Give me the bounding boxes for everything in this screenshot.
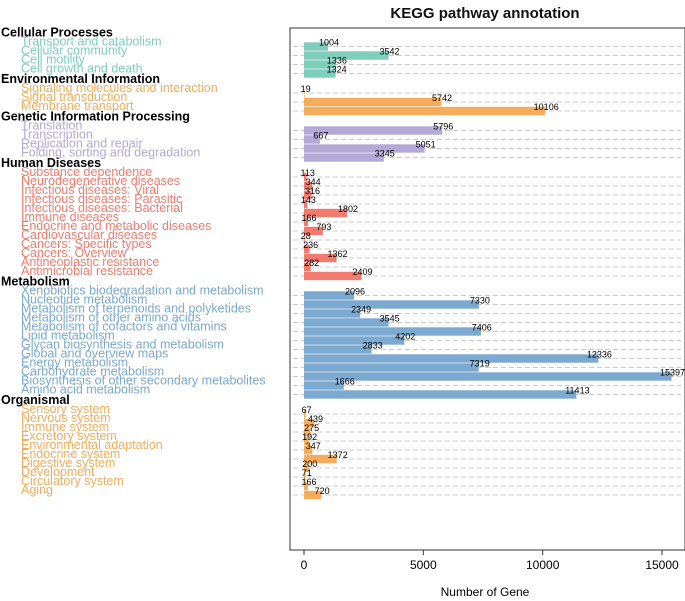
bar-folding-sorting-and-degradation xyxy=(304,153,384,161)
value-label-lipid-metabolism: 4202 xyxy=(395,332,415,342)
value-label-amino-acid-metabolism: 11413 xyxy=(565,386,589,396)
bar-metabolism-of-cofactors-and-vitamins xyxy=(304,327,481,335)
value-label-infectious-diseases-bacterial: 1802 xyxy=(338,204,358,214)
value-label-carbohydrate-metabolism: 15397 xyxy=(660,368,685,378)
value-label-energy-metabolism: 7319 xyxy=(470,359,490,369)
x-tick-label: 10000 xyxy=(526,558,560,572)
value-label-glycan-biosynthesis-and-metabolism: 2833 xyxy=(363,341,383,351)
bar-glycan-biosynthesis-and-metabolism xyxy=(304,345,372,353)
x-axis-label: Number of Gene xyxy=(441,585,530,599)
value-label-metabolism-of-cofactors-and-vitamins: 7406 xyxy=(472,323,492,333)
value-label-transport-and-catabolism: 1004 xyxy=(319,38,339,48)
value-label-replication-and-repair: 5051 xyxy=(416,140,436,150)
value-label-signaling-molecules-and-interaction: 19 xyxy=(301,84,311,94)
bar-membrane-transport xyxy=(304,107,545,115)
value-label-cancers-overview: 1362 xyxy=(327,249,347,259)
value-label-cell-growth-and-death: 1324 xyxy=(327,65,347,75)
value-label-folding-sorting-and-degradation: 3345 xyxy=(375,149,395,159)
x-tick-label: 0 xyxy=(301,558,308,572)
value-label-nucleotide-metabolism: 7330 xyxy=(470,296,490,306)
value-label-translation: 5796 xyxy=(433,122,453,132)
value-label-environmental-adaptation: 347 xyxy=(306,441,321,451)
category-label-layer: Cellular ProcessesTransport and cataboli… xyxy=(1,26,266,498)
value-label-membrane-transport: 10106 xyxy=(534,102,559,112)
category-label-aging: Aging xyxy=(21,483,53,497)
bar-lipid-metabolism xyxy=(304,336,404,344)
x-tick-label: 5000 xyxy=(410,558,437,572)
bar-global-and-overview-maps xyxy=(304,354,598,362)
kegg-bar-chart: KEGG pathway annotation 1004354213361324… xyxy=(0,0,685,601)
bar-metabolism-of-other-amino-acids xyxy=(304,318,389,326)
bar-nucleotide-metabolism xyxy=(304,300,479,308)
value-label-cancers-specific-types: 236 xyxy=(303,240,318,250)
bar-amino-acid-metabolism xyxy=(304,390,576,398)
value-label-biosynthesis-of-other-secondary-metabolites: 1666 xyxy=(335,377,355,387)
chart-title: KEGG pathway annotation xyxy=(390,5,579,22)
bar-signal-transduction xyxy=(304,98,441,106)
bar-carbohydrate-metabolism xyxy=(304,372,672,380)
value-label-endocrine-and-metabolic-diseases: 793 xyxy=(316,222,331,232)
value-label-aging: 720 xyxy=(315,486,330,496)
value-label-xenobiotics-biodegradation-and-metabolism: 2096 xyxy=(345,287,365,297)
x-axis: 0 5000 10000 15000 xyxy=(301,550,679,572)
bar-replication-and-repair xyxy=(304,144,425,152)
value-label-cellular-community: 3542 xyxy=(379,47,399,57)
value-label-signal-transduction: 5742 xyxy=(432,93,452,103)
value-label-infectious-diseases-parasitic: 143 xyxy=(301,195,316,205)
x-tick-label: 15000 xyxy=(645,558,679,572)
value-label-endocrine-system: 1372 xyxy=(328,450,348,460)
value-label-metabolism-of-other-amino-acids: 3545 xyxy=(380,314,400,324)
value-label-antimicrobial-resistance: 2409 xyxy=(352,267,372,277)
value-label-antineoplastic-resistance: 282 xyxy=(304,258,319,268)
value-label-transcription: 667 xyxy=(313,131,328,141)
value-label-metabolism-of-terpenoids-and-polyketides: 2349 xyxy=(351,305,371,315)
value-label-immune-diseases: 166 xyxy=(301,213,316,223)
chart-stage: KEGG pathway annotation 1004 3542 1336 1324… xyxy=(0,0,685,601)
value-label-global-and-overview-maps: 12336 xyxy=(587,350,612,360)
bar-energy-metabolism xyxy=(304,363,479,371)
